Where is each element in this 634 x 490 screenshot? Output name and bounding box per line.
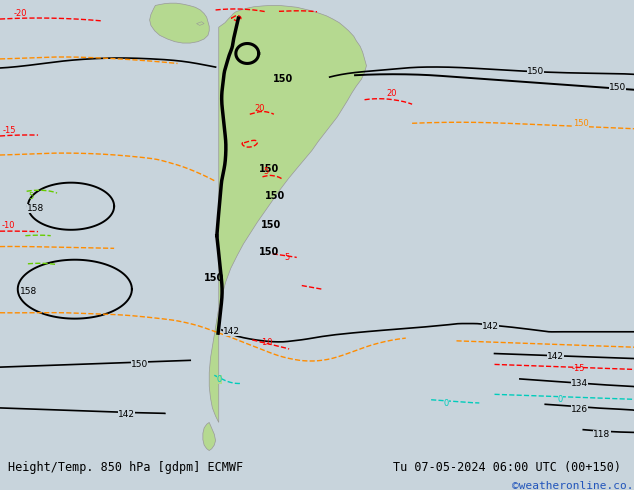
Text: 142: 142 <box>118 410 135 419</box>
Text: 0: 0 <box>558 395 563 404</box>
Text: -10: -10 <box>260 339 273 347</box>
Text: 0: 0 <box>444 399 449 408</box>
Text: 142: 142 <box>223 327 240 337</box>
Text: -15: -15 <box>572 364 585 373</box>
Polygon shape <box>150 3 209 43</box>
Text: 150: 150 <box>573 119 589 128</box>
Text: 150: 150 <box>204 273 224 283</box>
Text: Height/Temp. 850 hPa [gdpm] ECMWF: Height/Temp. 850 hPa [gdpm] ECMWF <box>8 461 243 474</box>
Text: 5: 5 <box>284 253 289 262</box>
Text: Tu 07-05-2024 06:00 UTC (00+150): Tu 07-05-2024 06:00 UTC (00+150) <box>393 461 621 474</box>
Text: 5: 5 <box>264 167 269 175</box>
Text: 150: 150 <box>259 164 279 174</box>
Text: 134: 134 <box>571 379 588 388</box>
Text: 158: 158 <box>27 204 44 213</box>
Text: -20: -20 <box>14 9 27 18</box>
Text: 20: 20 <box>255 103 266 113</box>
Polygon shape <box>203 422 216 450</box>
Text: 150: 150 <box>527 67 545 75</box>
Text: ©weatheronline.co.uk: ©weatheronline.co.uk <box>512 481 634 490</box>
Text: 150: 150 <box>273 74 293 84</box>
Text: 5: 5 <box>28 192 33 200</box>
Text: 150: 150 <box>131 360 148 369</box>
Polygon shape <box>197 22 204 25</box>
Text: 118: 118 <box>593 430 611 439</box>
Text: 150: 150 <box>609 83 626 92</box>
Text: 158: 158 <box>20 287 37 295</box>
Text: 142: 142 <box>482 321 499 331</box>
Polygon shape <box>209 5 366 422</box>
Text: 150: 150 <box>259 247 279 257</box>
Text: -15: -15 <box>3 126 16 135</box>
Text: 150: 150 <box>265 192 285 201</box>
Text: 20: 20 <box>387 89 398 98</box>
Text: 142: 142 <box>547 352 564 361</box>
Text: -10: -10 <box>2 221 15 230</box>
Text: 126: 126 <box>571 405 588 414</box>
Text: 150: 150 <box>261 220 281 229</box>
Text: 0: 0 <box>217 375 222 384</box>
